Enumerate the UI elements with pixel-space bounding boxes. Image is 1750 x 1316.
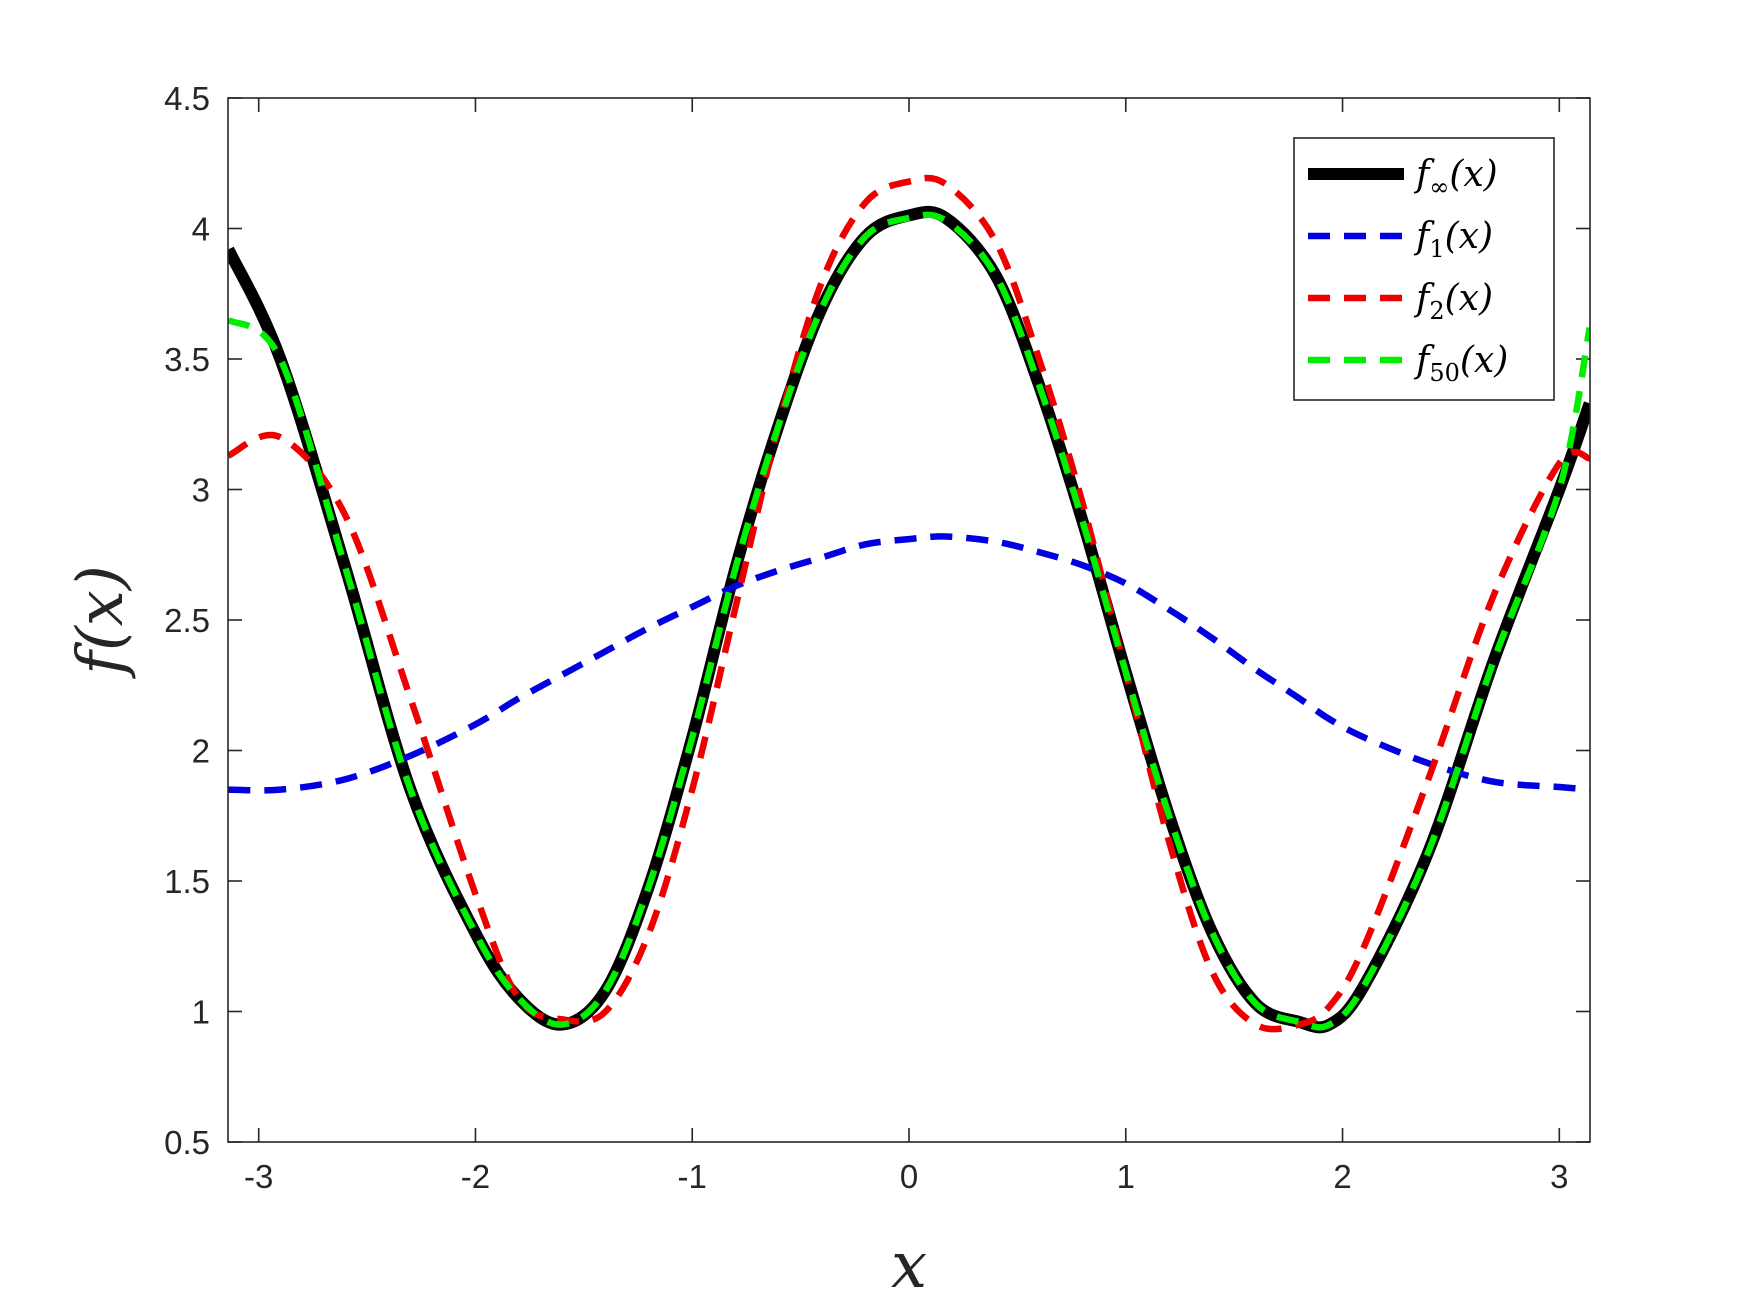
y-tick-label: 0.5 — [164, 1124, 210, 1161]
y-tick-label: 3 — [192, 472, 210, 509]
y-tick-label: 4.5 — [164, 80, 210, 117]
legend-label-3: f50(x) — [1413, 340, 1508, 387]
x-tick-label: -1 — [678, 1158, 707, 1195]
y-tick-label: 2.5 — [164, 602, 210, 639]
plot-area — [228, 174, 1590, 1034]
x-axis-title: x — [891, 1229, 927, 1303]
x-tick-label: -3 — [244, 1158, 273, 1195]
y-tick-label: 4 — [192, 211, 210, 248]
legend: f∞(x) f1(x) f2(x) f50(x) — [1293, 137, 1555, 401]
axes: -3 -2 -1 0 1 2 3 0.5 1 1.5 2 2.5 3 3.5 4 4.5 — [164, 80, 1590, 1195]
x-tick-label: 2 — [1333, 1158, 1351, 1195]
y-axis-title: f(x) — [64, 565, 138, 679]
x-tick-label: 3 — [1550, 1158, 1568, 1195]
series-line-2 — [228, 174, 1590, 1033]
y-tick-label: 1 — [192, 994, 210, 1031]
x-tick-label: 1 — [1117, 1158, 1135, 1195]
series-line-3 — [228, 211, 1590, 1031]
legend-label-0: f∞(x) — [1413, 154, 1498, 201]
legend-box — [1293, 137, 1555, 401]
x-tick-label: -2 — [461, 1158, 490, 1195]
x-tick-label: 0 — [900, 1158, 918, 1195]
y-tick-label: 1.5 — [164, 863, 210, 900]
y-tick-label: 3.5 — [164, 341, 210, 378]
y-tick-label: 2 — [192, 733, 210, 770]
axes-box — [227, 97, 1591, 1143]
series-line-1 — [228, 533, 1590, 794]
legend-label-1: f1(x) — [1413, 216, 1493, 263]
legend-label-2: f2(x) — [1413, 278, 1493, 325]
